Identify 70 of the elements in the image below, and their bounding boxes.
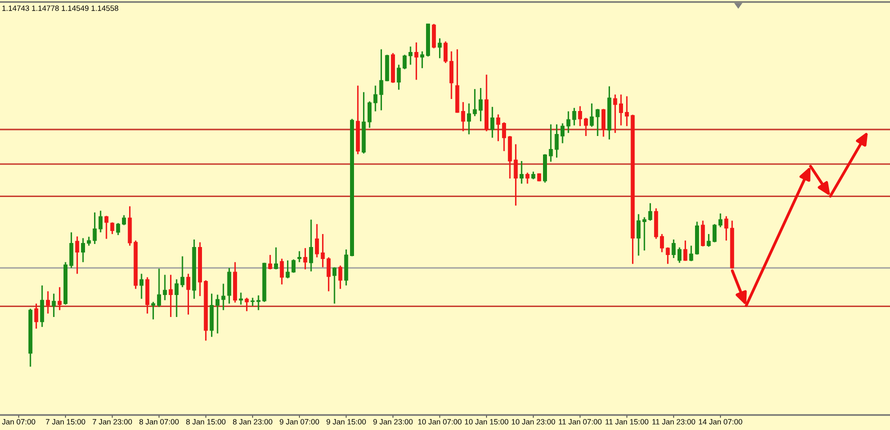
candlestick xyxy=(157,268,162,308)
candlestick xyxy=(718,212,722,228)
candlestick xyxy=(58,286,62,311)
candlestick xyxy=(672,238,676,259)
candlestick xyxy=(449,50,454,100)
candlestick xyxy=(69,232,74,269)
candlestick xyxy=(414,42,418,80)
candlestick xyxy=(168,274,173,318)
candlestick xyxy=(140,273,144,300)
candlestick xyxy=(238,292,243,306)
candlestick xyxy=(227,267,232,304)
candlestick xyxy=(689,244,694,262)
candlestick xyxy=(660,233,664,253)
candlestick xyxy=(40,284,44,328)
candlestick xyxy=(52,292,56,318)
candlestick xyxy=(268,254,272,270)
candlestick xyxy=(432,23,436,49)
candlestick xyxy=(122,214,126,226)
candlestick xyxy=(332,266,336,304)
candlestick xyxy=(221,283,226,311)
candlestick xyxy=(613,94,618,134)
candlestick xyxy=(286,260,290,279)
candlestick xyxy=(216,294,220,334)
candlestick xyxy=(712,223,717,243)
candlestick xyxy=(642,216,646,252)
candlestick xyxy=(244,297,249,312)
candlestick xyxy=(678,246,682,264)
candlestick xyxy=(256,294,260,311)
candlestick xyxy=(420,50,424,69)
candlestick xyxy=(520,160,524,184)
candlestick xyxy=(683,240,688,262)
candlestick xyxy=(648,202,652,222)
candlestick xyxy=(496,114,500,142)
candlestick xyxy=(297,250,302,263)
candlestick xyxy=(180,256,184,288)
candlestick xyxy=(104,215,108,240)
candlestick xyxy=(116,222,120,236)
candlestick xyxy=(584,117,588,137)
candlestick xyxy=(666,246,670,265)
candlestick xyxy=(444,40,448,64)
candlestick xyxy=(174,278,179,318)
candlestick xyxy=(292,258,296,274)
candlestick xyxy=(81,237,86,263)
candlestick xyxy=(309,218,314,272)
candlestick xyxy=(373,84,378,112)
candlestick xyxy=(75,236,80,274)
candlestick xyxy=(636,213,641,256)
candlestick xyxy=(274,246,278,270)
candlestick xyxy=(601,108,606,138)
candlestick xyxy=(162,274,167,301)
candlestick xyxy=(186,273,190,316)
candlestick xyxy=(619,94,623,126)
candlestick xyxy=(98,210,103,234)
candlestick xyxy=(379,48,384,111)
candlestick xyxy=(466,102,471,135)
candlestick xyxy=(408,46,412,66)
candlestick xyxy=(514,144,518,206)
candlestick xyxy=(560,122,565,144)
candlestick xyxy=(368,100,372,128)
candlestick xyxy=(706,233,711,248)
candlestick xyxy=(303,247,308,270)
candlestick xyxy=(280,258,284,286)
candlestick xyxy=(502,122,506,152)
candlestick xyxy=(314,223,319,258)
candlestick xyxy=(525,172,530,184)
candlestick xyxy=(490,106,494,138)
candlestick xyxy=(46,290,50,314)
candlestick xyxy=(338,264,342,290)
candlestick xyxy=(700,220,705,248)
candlestick xyxy=(578,106,582,127)
